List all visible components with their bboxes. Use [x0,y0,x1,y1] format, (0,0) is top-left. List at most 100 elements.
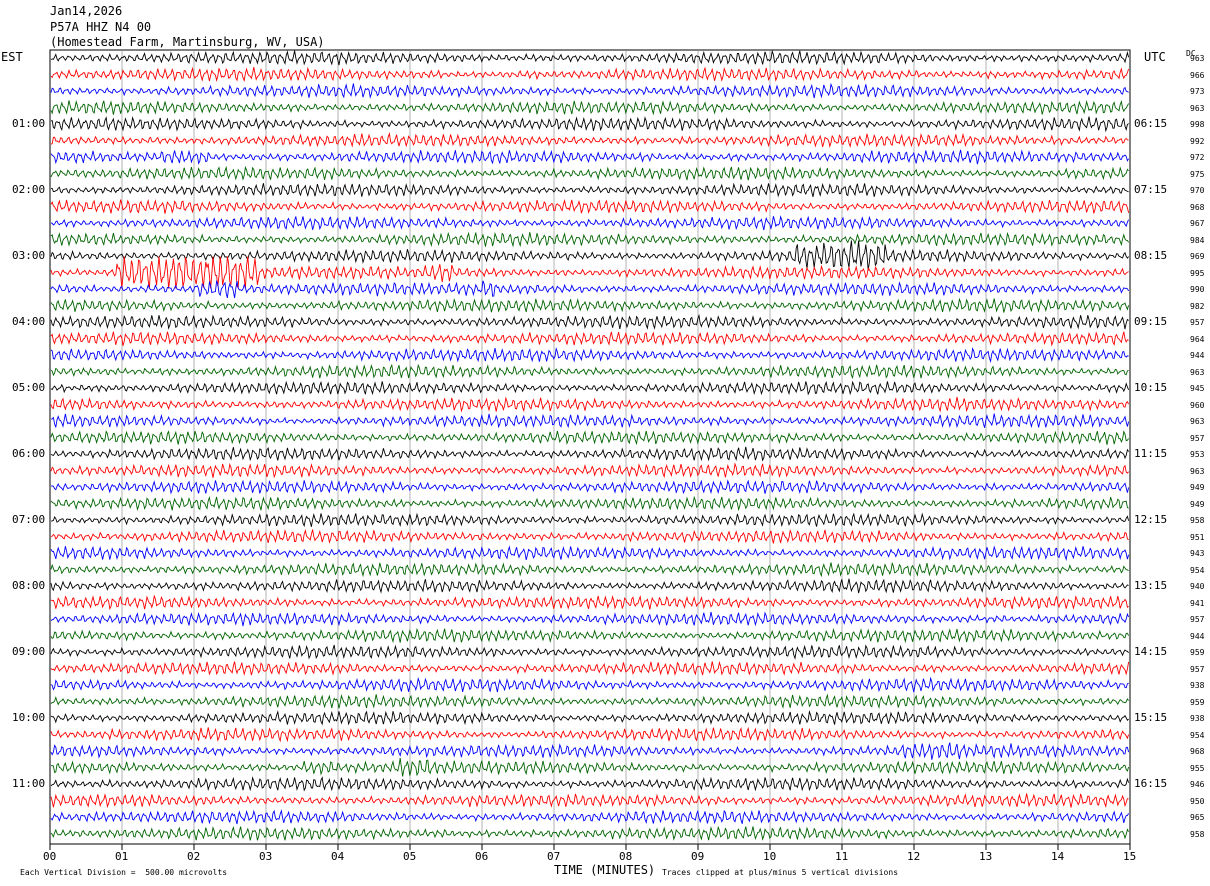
est-hour-label: 08:00 [12,579,46,592]
utc-hour-label: 06:15 [1134,117,1168,130]
seismic-trace [50,380,1130,396]
seismic-trace [50,240,1129,271]
est-hour-label: 09:00 [12,645,46,658]
seismic-trace [50,198,1130,215]
seismic-trace [51,479,1130,495]
x-tick-label: 02 [187,850,201,863]
trace-dc-value: 945 [1190,384,1205,393]
x-tick-label: 15 [1123,850,1137,863]
station-location: (Homestead Farm, Martinsburg, WV, USA) [50,35,325,49]
x-tick-label: 06 [475,850,489,863]
utc-hour-label: 11:15 [1134,447,1168,460]
seismic-trace [50,279,1129,299]
seismic-trace [50,131,1129,148]
seismic-trace [50,561,1129,578]
utc-hour-label: 09:15 [1134,315,1168,328]
trace-dc-value: 973 [1190,87,1205,96]
est-hour-label: 03:00 [12,249,46,262]
seismic-trace [50,231,1129,248]
seismic-trace [50,82,1129,99]
seismic-trace [50,116,1129,133]
trace-dc-value: 998 [1190,120,1205,129]
seismic-trace [50,297,1130,313]
trace-dc-value: 954 [1190,730,1205,740]
seismic-trace [50,413,1130,429]
seismic-trace [50,495,1129,512]
trace-dc-value: 963 [1190,367,1205,377]
utc-label: UTC [1144,50,1166,64]
est-hour-label: 01:00 [12,117,46,130]
trace-dc-value: 963 [1190,417,1205,426]
trace-dc-value: 964 [1190,334,1205,344]
trace-dc-value: 963 [1190,466,1205,476]
utc-hour-label: 13:15 [1134,579,1168,592]
seismic-trace [50,627,1130,644]
trace-dc-value: 990 [1190,285,1205,294]
trace-dc-value: 963 [1190,103,1205,113]
seismic-trace [50,594,1129,611]
seismic-trace [50,430,1129,446]
trace-dc-value: 943 [1190,549,1205,558]
trace-dc-value: 984 [1190,235,1205,245]
x-tick-label: 01 [115,850,129,863]
seismic-trace [50,545,1130,562]
seismic-trace [50,660,1130,676]
trace-dc-value: 982 [1190,301,1205,311]
seismic-trace [50,825,1129,841]
seismic-trace [50,793,1129,809]
seismic-trace [50,512,1130,528]
seismic-trace [50,149,1129,165]
seismic-trace [50,693,1129,710]
trace-dc-value: 968 [1190,202,1205,212]
trace-dc-value: 967 [1190,219,1205,228]
trace-dc-value: 944 [1190,631,1205,641]
seismic-trace [50,396,1130,413]
est-label: EST [1,50,23,64]
x-tick-label: 03 [259,850,273,863]
est-hour-label: 07:00 [12,513,46,526]
seismic-trace [50,363,1129,379]
trace-dc-value: 960 [1190,400,1205,410]
est-hour-label: 11:00 [12,777,46,790]
seismic-trace [50,758,1130,777]
trace-dc-value: 970 [1190,186,1205,195]
trace-dc-value: 951 [1190,532,1205,542]
footer-clip-note: Traces clipped at plus/minus 5 vertical … [662,868,899,877]
seismic-trace [50,776,1130,792]
x-tick-label: 07 [547,850,561,863]
x-tick-label: 08 [619,850,633,863]
utc-hour-label: 10:15 [1134,381,1168,394]
seismic-trace [50,446,1129,462]
x-tick-label: 12 [907,850,921,863]
seismic-trace [50,313,1129,330]
seismic-trace [50,347,1129,364]
trace-dc-value: 972 [1190,153,1205,162]
trace-dc-value: 966 [1190,70,1205,80]
trace-dc-value: 969 [1190,252,1205,261]
trace-dc-value: 940 [1190,582,1205,591]
x-tick-label: 14 [1051,850,1065,863]
utc-hour-label: 07:15 [1134,183,1168,196]
trace-dc-value: 950 [1190,796,1205,806]
trace-dc-value: 944 [1190,351,1205,360]
utc-hour-label: 08:15 [1134,249,1168,262]
dc-label: DC [1186,49,1196,58]
trace-dc-value: 959 [1190,697,1205,707]
trace-dc-value: 958 [1190,829,1205,839]
trace-dc-value: 955 [1190,763,1205,773]
est-hour-label: 02:00 [12,183,46,196]
utc-hour-label: 14:15 [1134,645,1168,658]
est-hour-label: 10:00 [12,711,46,724]
est-hour-label: 05:00 [12,381,46,394]
trace-dc-value: 957 [1190,664,1205,674]
seismic-trace [50,49,1130,66]
trace-dc-value: 941 [1190,598,1205,608]
trace-dc-value: 995 [1190,268,1205,278]
trace-dc-value: 968 [1190,747,1205,756]
trace-dc-value: 965 [1190,813,1205,822]
est-hour-label: 04:00 [12,315,46,328]
trace-dc-value: 938 [1190,714,1205,723]
plot-frame [49,49,1131,845]
station-name: P57A HHZ N4 00 [50,20,152,34]
